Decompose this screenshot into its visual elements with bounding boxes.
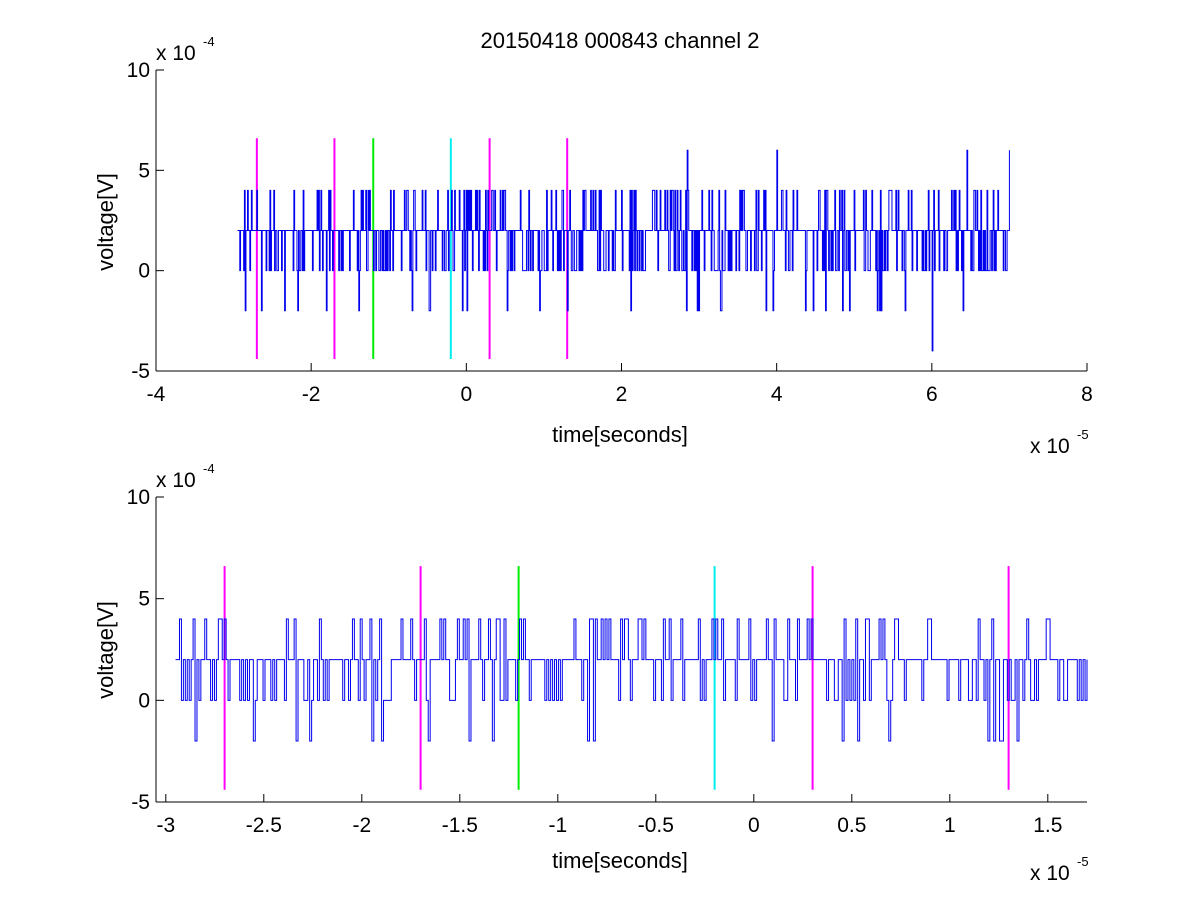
y-tick-label: 10 (127, 59, 150, 82)
y-exponent-power: -4 (203, 461, 215, 476)
y-tick-label: -5 (131, 791, 150, 814)
marker-lines (223, 566, 1010, 790)
x-tick-label: 8 (1081, 383, 1093, 406)
x-tick-label: -2 (302, 383, 321, 406)
y-tick-label: 10 (127, 486, 150, 509)
x-axis-label: time[seconds] (552, 422, 688, 447)
bottom-plot: -3 -2.5 -2 -1.5 -1 -0.5 0 0.5 1 1.5 -5 0 5 10 time[s… (93, 461, 1089, 885)
x-axis-label: time[seconds] (552, 848, 688, 873)
x-tick-label: -2 (352, 814, 371, 837)
y-exponent-label: x 10 (156, 42, 196, 65)
top-plot: 20150418 000843 channel 2 -4 -2 0 2 4 6 8 -5 0 5… (93, 28, 1093, 458)
y-tick-label: -5 (131, 360, 150, 383)
x-tick-label: 1.5 (1033, 814, 1062, 837)
signal-trace (175, 618, 1088, 742)
y-tick-label: 0 (138, 689, 150, 712)
y-ticks: -5 0 5 10 (127, 486, 164, 814)
y-axis-label: voltage[V] (93, 173, 118, 271)
chart-title: 20150418 000843 channel 2 (481, 28, 760, 53)
y-tick-label: 5 (138, 159, 150, 182)
x-tick-label: 0 (748, 814, 760, 837)
x-tick-label: -1 (548, 814, 567, 837)
x-ticks: -3 -2.5 -2 -1.5 -1 -0.5 0 0.5 1 1.5 (156, 794, 1062, 837)
x-tick-label: 2 (616, 383, 628, 406)
axes-box (155, 497, 1087, 803)
y-ticks: -5 0 5 10 (127, 59, 164, 383)
x-tick-label: -0.5 (638, 814, 674, 837)
x-exponent-power: -5 (1077, 427, 1089, 442)
y-exponent-power: -4 (203, 34, 215, 49)
y-tick-label: 0 (138, 260, 150, 283)
x-ticks: -4 -2 0 2 4 6 8 (147, 363, 1093, 406)
x-tick-label: -4 (147, 383, 166, 406)
x-tick-label: 4 (771, 383, 783, 406)
x-tick-label: 1 (944, 814, 956, 837)
x-exponent-power: -5 (1077, 854, 1089, 869)
x-tick-label: -2.5 (246, 814, 282, 837)
x-tick-label: 6 (926, 383, 938, 406)
y-tick-label: 5 (138, 588, 150, 611)
y-exponent-label: x 10 (156, 469, 196, 492)
x-tick-label: 0.5 (837, 814, 866, 837)
x-exponent-label: x 10 (1030, 435, 1070, 458)
x-exponent-label: x 10 (1030, 862, 1070, 885)
x-tick-label: 0 (460, 383, 472, 406)
signal-trace (237, 149, 1010, 352)
x-tick-label: -3 (156, 814, 175, 837)
y-axis-label: voltage[V] (93, 601, 118, 699)
x-tick-label: -1.5 (442, 814, 478, 837)
